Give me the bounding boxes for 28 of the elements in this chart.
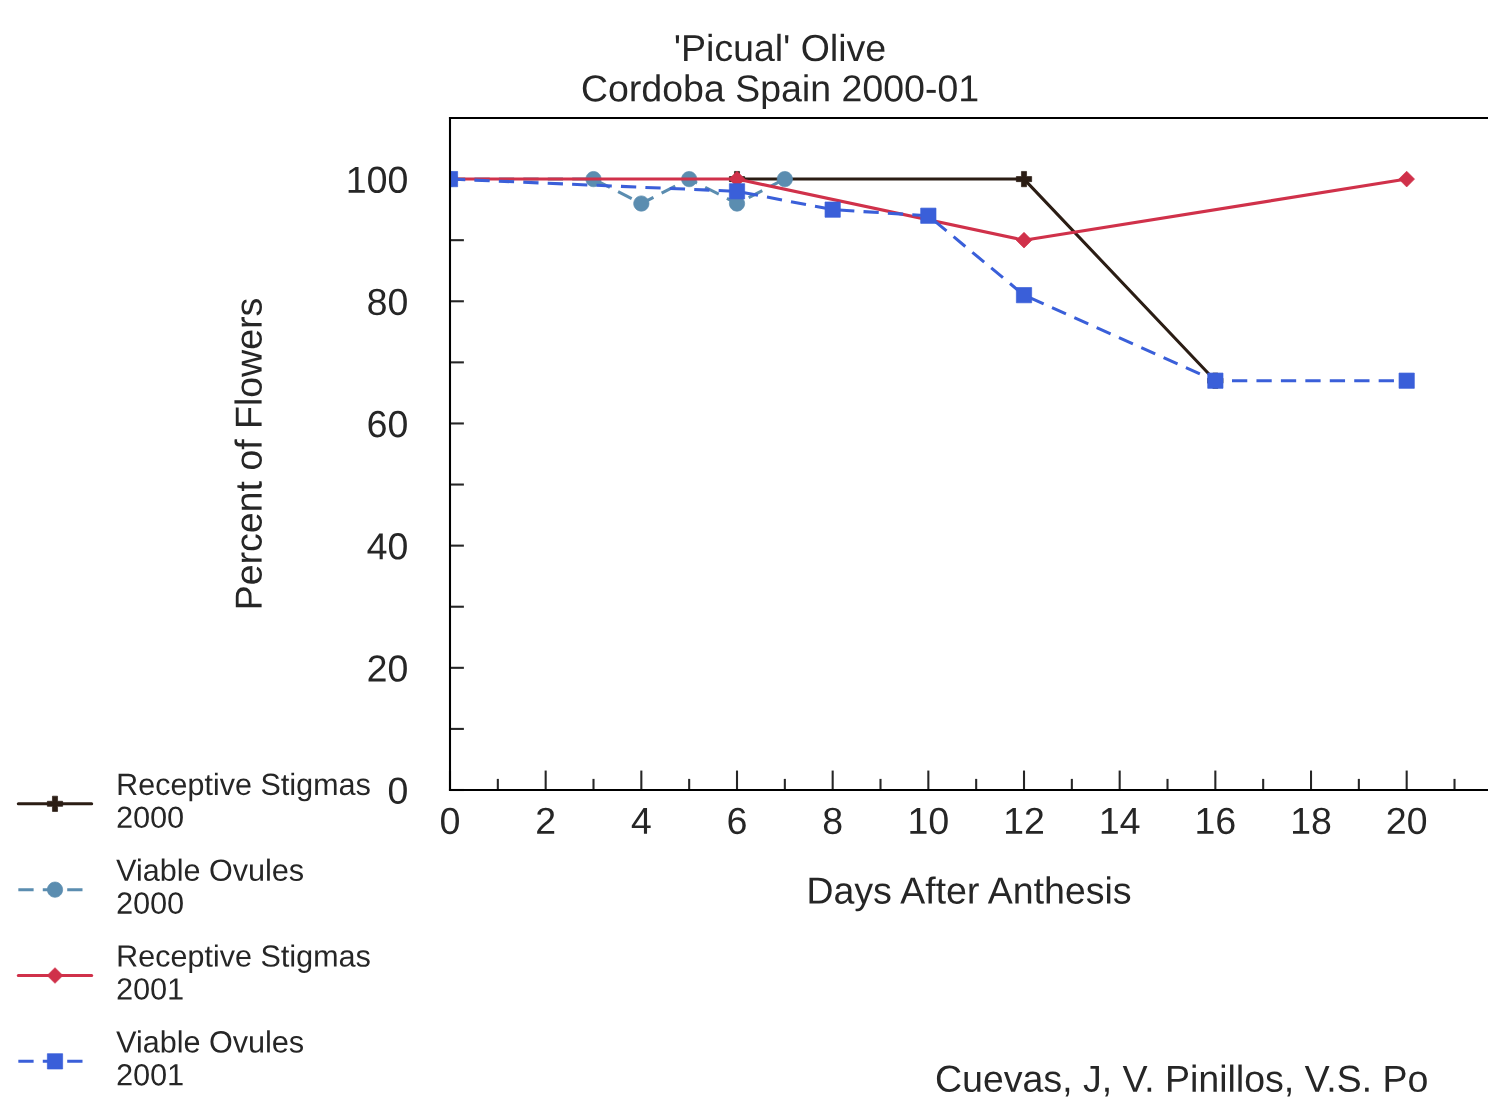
- x-tick-label: 8: [823, 807, 842, 835]
- x-tick-label: 10: [910, 807, 948, 835]
- legend-label: Receptive Stigmas 2001: [117, 944, 370, 1000]
- y-tick-label: 20: [368, 655, 407, 682]
- x-tick-label: 16: [1197, 807, 1235, 835]
- legend-label: Viable Ovules 2000: [116, 858, 303, 914]
- legend-label: Viable Ovules 2001: [116, 1030, 303, 1086]
- y-axis-title: Percent of Flowers: [234, 299, 262, 608]
- x-tick-label: 4: [631, 808, 651, 834]
- text: Cuevas, J, V. Pinillos, V.S. Po: [936, 1064, 1427, 1097]
- y-tick-label: 40: [367, 533, 407, 560]
- x-tick-label: 18: [1293, 807, 1331, 835]
- y-tick-label: 60: [368, 410, 407, 438]
- x-axis-title: Days After Anthesis: [809, 876, 1131, 912]
- legend-label: Receptive Stigmas 2000: [117, 772, 370, 829]
- chart-title: 'Picual' Olive Cordoba Spain 2000-01: [582, 33, 978, 110]
- x-tick-label: 0: [441, 807, 459, 835]
- x-tick-label: 20: [1387, 807, 1427, 835]
- point: [1398, 170, 1415, 188]
- x-tick-label: 14: [1101, 808, 1140, 834]
- x-tick-label: 12: [1006, 807, 1043, 834]
- y-tick-label: 80: [368, 288, 407, 316]
- point: [729, 183, 745, 200]
- point: [1016, 171, 1032, 188]
- y-tick-label: 100: [348, 166, 407, 194]
- y-tick-label: 0: [388, 777, 407, 804]
- x-tick-label: 6: [728, 807, 746, 835]
- x-tick-label: 2: [537, 807, 555, 834]
